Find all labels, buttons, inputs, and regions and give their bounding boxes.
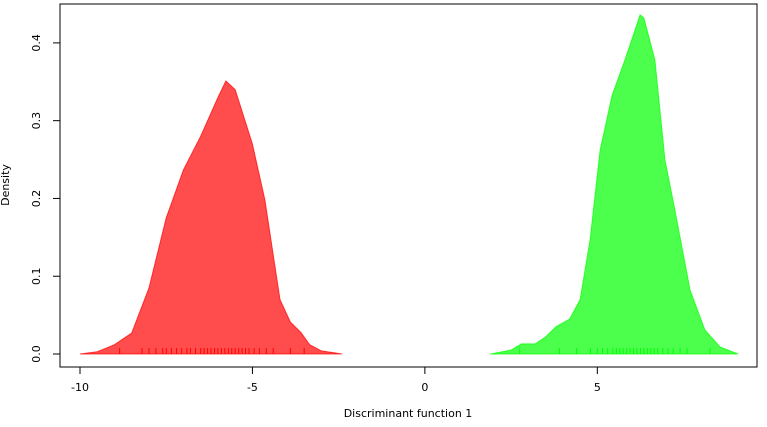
y-tick-label: 0.0: [30, 345, 43, 363]
x-axis-label: Discriminant function 1: [344, 407, 473, 420]
density-area: [490, 14, 739, 355]
y-tick-label: 0.3: [30, 112, 43, 129]
x-tick-label: -5: [247, 381, 258, 394]
y-axis-label: Density: [0, 164, 12, 206]
y-tick-label: 0.1: [30, 267, 43, 285]
y-tick-label: 0.4: [30, 34, 43, 52]
density-area: [79, 80, 343, 355]
x-tick-label: 5: [594, 381, 601, 394]
x-tick-label: 0: [421, 381, 428, 394]
y-tick-label: 0.2: [30, 190, 43, 208]
x-tick-label: -10: [71, 381, 89, 394]
